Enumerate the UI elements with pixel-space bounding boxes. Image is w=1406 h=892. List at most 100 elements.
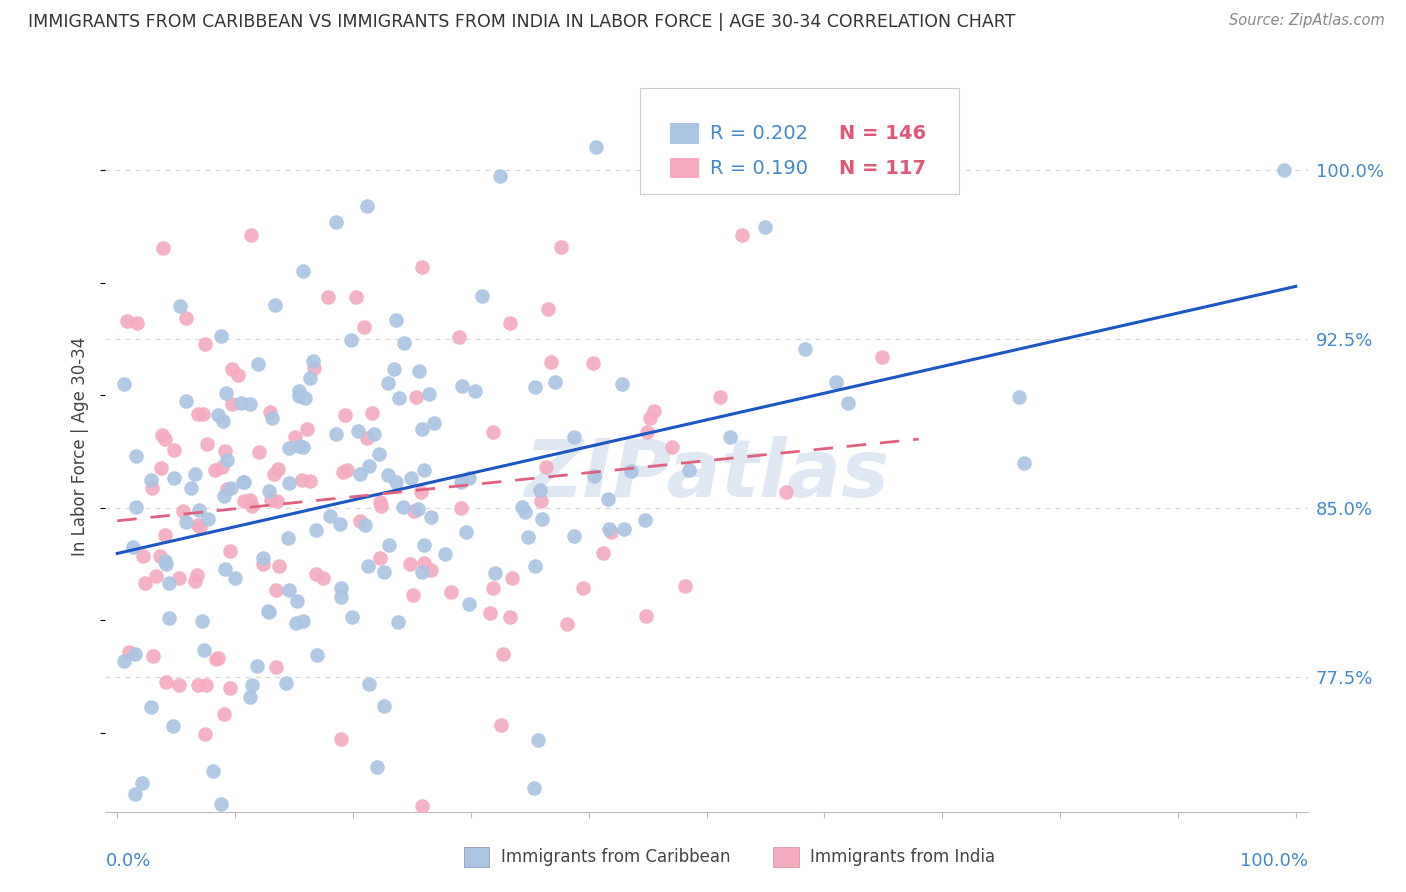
Point — [540, 355, 562, 369]
Point — [464, 384, 486, 398]
Point — [239, 690, 262, 705]
Point — [344, 290, 367, 304]
Point — [730, 228, 752, 243]
Point — [457, 598, 479, 612]
Point — [382, 362, 405, 376]
Point — [387, 615, 409, 629]
Point — [302, 360, 325, 375]
Point — [139, 473, 162, 487]
Point — [450, 379, 472, 393]
Point — [378, 538, 401, 552]
Point — [221, 362, 243, 376]
Point — [187, 407, 209, 421]
Point — [188, 503, 211, 517]
Point — [305, 566, 328, 581]
Point — [529, 483, 551, 498]
Point — [117, 314, 139, 328]
Text: 0.0%: 0.0% — [105, 852, 150, 870]
Point — [392, 335, 415, 350]
Point — [599, 524, 621, 539]
Point — [325, 215, 347, 229]
Point — [239, 397, 262, 411]
Point — [132, 549, 155, 564]
Point — [340, 333, 363, 347]
Point — [411, 799, 433, 814]
Point — [260, 493, 283, 508]
Point — [613, 522, 636, 536]
Point — [585, 139, 607, 153]
Point — [330, 590, 353, 604]
Point — [353, 320, 375, 334]
Point — [1272, 163, 1295, 178]
Point — [357, 558, 380, 573]
Point — [544, 375, 567, 389]
Point — [232, 475, 254, 490]
Point — [124, 788, 146, 802]
Point — [247, 445, 270, 459]
Point — [517, 531, 540, 545]
Point — [240, 678, 263, 692]
Point — [155, 557, 177, 571]
Point — [246, 658, 269, 673]
Point — [582, 469, 605, 483]
Point — [592, 546, 614, 560]
Bar — [671, 123, 699, 144]
Point — [211, 460, 233, 475]
Point — [232, 475, 254, 489]
Point — [149, 549, 172, 563]
Point — [204, 652, 226, 666]
Point — [257, 606, 280, 620]
Point — [479, 606, 502, 620]
Point — [527, 733, 550, 747]
Point — [267, 559, 290, 574]
Point — [357, 677, 380, 691]
Point — [264, 298, 287, 312]
Point — [319, 508, 342, 523]
Point — [291, 614, 314, 628]
Point — [673, 578, 696, 592]
Point — [499, 316, 522, 330]
Point — [399, 557, 422, 571]
Point — [411, 260, 433, 274]
Point — [581, 356, 603, 370]
Point — [240, 499, 263, 513]
Point — [562, 429, 585, 443]
Text: N = 146: N = 146 — [839, 124, 927, 143]
Point — [492, 647, 515, 661]
Point — [188, 520, 211, 534]
Point — [418, 387, 440, 401]
Point — [127, 316, 149, 330]
Point — [1012, 456, 1035, 470]
Point — [218, 681, 240, 696]
Point — [150, 427, 173, 442]
Point — [537, 301, 560, 316]
Point — [557, 616, 579, 631]
Point — [458, 470, 481, 484]
Point — [167, 678, 190, 692]
Point — [596, 492, 619, 507]
Point — [217, 483, 239, 497]
Point — [316, 290, 339, 304]
Point — [356, 431, 378, 445]
Point — [172, 504, 194, 518]
Point — [141, 481, 163, 495]
Point — [264, 582, 287, 597]
Point — [288, 384, 311, 398]
Point — [288, 389, 311, 403]
Point — [298, 474, 321, 488]
Point — [370, 499, 392, 513]
Point — [482, 425, 505, 440]
Point — [259, 405, 281, 419]
Point — [124, 647, 146, 661]
Text: IMMIGRANTS FROM CARIBBEAN VS IMMIGRANTS FROM INDIA IN LABOR FORCE | AGE 30-34 CO: IMMIGRANTS FROM CARIBBEAN VS IMMIGRANTS … — [28, 13, 1015, 31]
Point — [209, 797, 232, 811]
Point — [329, 516, 352, 531]
Point — [634, 609, 657, 624]
Point — [401, 471, 423, 485]
Point — [419, 563, 441, 577]
Point — [145, 569, 167, 583]
Point — [484, 566, 506, 581]
Point — [1008, 390, 1031, 404]
Point — [510, 500, 533, 514]
Point — [524, 380, 547, 394]
